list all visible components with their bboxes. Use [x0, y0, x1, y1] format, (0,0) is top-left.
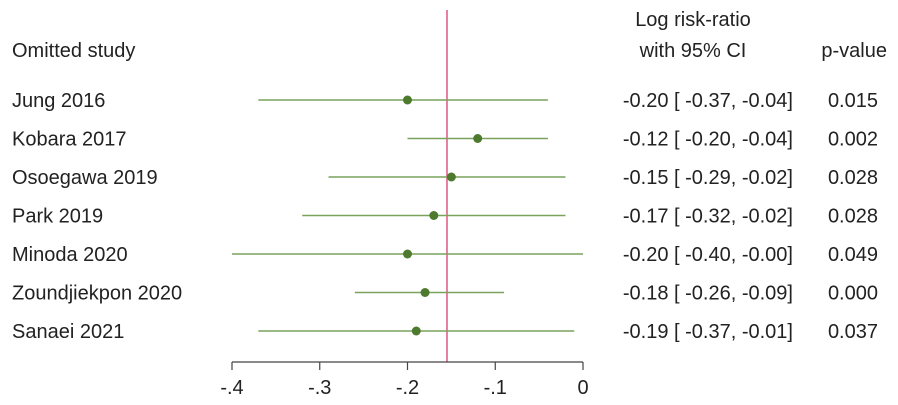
x-axis: -.4 -.3 -.2 -.1 0	[220, 361, 589, 399]
study-row: Park 2019 -0.17 [ -0.32, -0.02] 0.028	[12, 206, 878, 228]
point-estimate	[420, 288, 430, 297]
point-estimate	[473, 134, 483, 143]
table-header: Omitted study Log risk-ratio with 95% CI…	[12, 9, 887, 62]
p-value: 0.000	[828, 283, 878, 305]
x-tick-label: 0	[577, 377, 588, 399]
header-p-value: p-value	[821, 40, 887, 62]
header-estimate-line2: with 95% CI	[639, 40, 747, 62]
study-row: Minoda 2020 -0.20 [ -0.40, -0.00] 0.049	[12, 244, 878, 266]
study-rows: Jung 2016 -0.20 [ -0.37, -0.04] 0.015 Kobar…	[12, 90, 878, 343]
header-omitted-study: Omitted study	[12, 40, 135, 62]
study-row: Kobara 2017 -0.12 [ -0.20, -0.04] 0.002	[12, 129, 878, 151]
study-row: Sanaei 2021 -0.19 [ -0.37, -0.01] 0.037	[12, 321, 878, 343]
x-tick-label: -.4	[220, 377, 243, 399]
point-estimate	[429, 211, 439, 220]
p-value: 0.028	[828, 167, 878, 189]
p-value: 0.037	[828, 321, 878, 343]
study-row: Jung 2016 -0.20 [ -0.37, -0.04] 0.015	[12, 90, 878, 112]
study-label: Sanaei 2021	[12, 321, 124, 343]
point-estimate	[403, 95, 412, 105]
point-estimate	[446, 172, 456, 182]
point-estimate	[403, 249, 412, 259]
p-value: 0.015	[828, 90, 878, 112]
study-label: Jung 2016	[12, 90, 105, 112]
x-tick-label: -.1	[484, 377, 507, 399]
study-label: Kobara 2017	[12, 129, 127, 151]
ci-text: -0.19 [ -0.37, -0.01]	[623, 321, 793, 343]
study-row: Zoundjiekpon 2020 -0.18 [ -0.26, -0.09] 0.…	[12, 283, 878, 305]
study-label: Park 2019	[12, 206, 103, 228]
ci-text: -0.20 [ -0.40, -0.00]	[623, 244, 793, 266]
ci-text: -0.15 [ -0.29, -0.02]	[623, 167, 793, 189]
p-value: 0.028	[828, 206, 878, 228]
ci-text: -0.18 [ -0.26, -0.09]	[623, 283, 793, 305]
study-label: Minoda 2020	[12, 244, 128, 266]
ci-text: -0.12 [ -0.20, -0.04]	[623, 129, 793, 151]
study-label: Osoegawa 2019	[12, 167, 158, 189]
p-value: 0.002	[828, 129, 878, 151]
ci-text: -0.20 [ -0.37, -0.04]	[623, 90, 793, 112]
study-label: Zoundjiekpon 2020	[12, 283, 182, 305]
header-estimate-line1: Log risk-ratio	[635, 9, 751, 31]
x-tick-label: -.2	[396, 377, 419, 399]
x-tick-label: -.3	[308, 377, 331, 399]
p-value: 0.049	[828, 244, 878, 266]
study-row: Osoegawa 2019 -0.15 [ -0.29, -0.02] 0.028	[12, 167, 878, 189]
ci-text: -0.17 [ -0.32, -0.02]	[623, 206, 793, 228]
point-estimate	[411, 326, 421, 336]
